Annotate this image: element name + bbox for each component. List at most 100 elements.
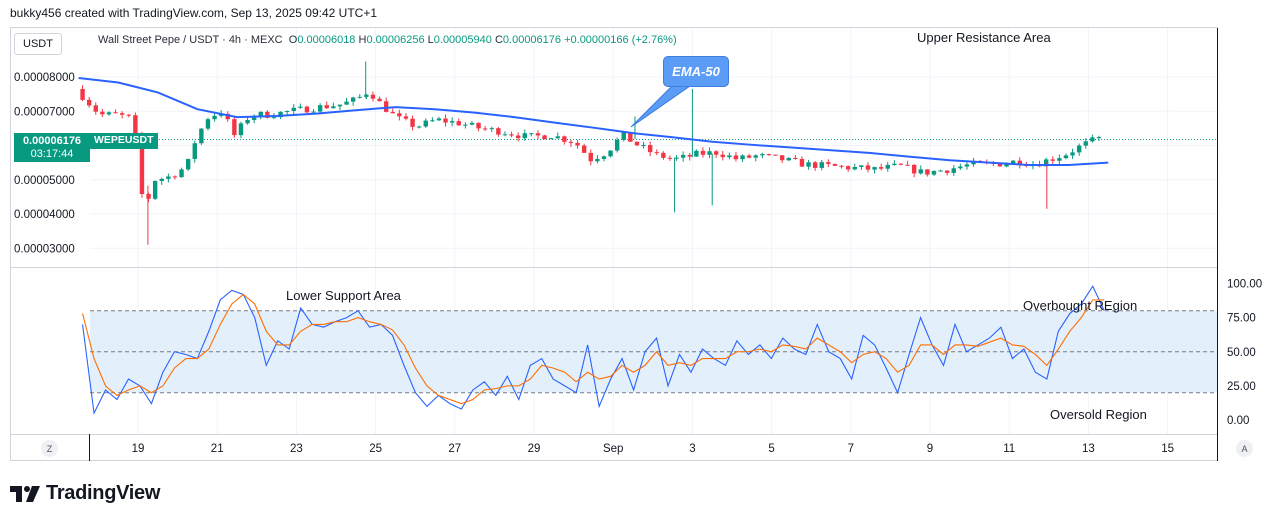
candle-body (344, 101, 349, 105)
candle-body (964, 164, 970, 167)
candle-body (581, 145, 587, 153)
candle-body (449, 121, 455, 123)
candle-body (1057, 158, 1062, 161)
candle-body (192, 143, 197, 159)
candle-body (416, 126, 422, 128)
candle-body (350, 97, 356, 102)
price-tick-label: 0.00004000 (14, 209, 75, 221)
candle-body (555, 136, 560, 139)
candle-body (515, 135, 521, 139)
candle-body (925, 169, 930, 175)
candle-body (113, 112, 118, 114)
candle-body (133, 115, 138, 136)
candle-body (766, 154, 772, 156)
candle-body (654, 152, 659, 154)
candle-body (667, 157, 673, 159)
low-label: L (427, 34, 434, 46)
candle-body (707, 151, 712, 155)
candle-body (529, 133, 534, 135)
candle-body (826, 162, 831, 164)
candle-body (1043, 159, 1049, 167)
stoch-tick-label: 25.00 (1227, 381, 1256, 393)
candle-body (852, 166, 857, 170)
current-price-tag: 0.00006176 03:17:44 (14, 133, 90, 162)
candle-body (456, 121, 461, 126)
symbol-tag: WEPEUSDT (90, 133, 158, 149)
candle-body (152, 181, 158, 199)
candle-body (86, 99, 92, 106)
candle-body (779, 155, 785, 161)
candle-body (614, 139, 620, 151)
candle-body (812, 162, 818, 168)
candle-body (317, 105, 323, 112)
candle-body (575, 142, 580, 146)
candle-body (93, 105, 98, 112)
candle-body (687, 154, 692, 157)
candle-body (727, 155, 732, 158)
candle-body (80, 88, 85, 100)
candle-body (489, 128, 494, 130)
stoch-tick-label: 0.00 (1227, 415, 1249, 427)
candle-body (694, 150, 699, 157)
candle-body (119, 113, 125, 115)
candle-body (278, 111, 283, 118)
time-tick-label: 19 (132, 443, 145, 455)
candle-countdown: 03:17:44 (30, 148, 74, 160)
candle-body (1083, 141, 1088, 146)
stoch-tick-label: 75.00 (1227, 313, 1256, 325)
candle-body (595, 158, 600, 162)
candle-body (1017, 160, 1022, 165)
price-tick-label: 0.00005000 (14, 175, 75, 187)
candle-body (931, 170, 937, 175)
candle-body (1010, 160, 1016, 164)
candle-body (628, 132, 633, 142)
time-tick-label: 9 (927, 443, 933, 455)
candle-body (331, 106, 336, 109)
candle-body (839, 165, 844, 167)
candle-body (311, 111, 316, 113)
candle-body (588, 152, 593, 162)
candle-body (139, 135, 145, 195)
candle-body (1004, 163, 1009, 167)
currency-badge[interactable]: USDT (14, 33, 62, 55)
open-value: 0.00006018 (297, 34, 356, 46)
candle-body (944, 170, 950, 173)
candle-body (905, 164, 910, 166)
candle-body (403, 116, 409, 119)
candle-body (225, 113, 230, 120)
time-tick-label: 13 (1082, 443, 1095, 455)
candle-body (865, 165, 871, 170)
candle-body (146, 194, 151, 199)
candle-body (100, 111, 105, 115)
candle-body (238, 123, 244, 136)
time-tick-label: 27 (448, 443, 461, 455)
candle-body (298, 106, 303, 108)
candle-body (172, 176, 178, 178)
candle-body (878, 167, 884, 169)
time-tick-label: 23 (290, 443, 303, 455)
candle-body (271, 117, 277, 119)
tradingview-logo-text: TradingView (46, 482, 161, 504)
candle-body (502, 134, 508, 136)
zoom-button[interactable]: Z (41, 440, 58, 457)
candle-body (958, 166, 963, 169)
candle-body (284, 111, 290, 113)
candle-body (390, 111, 395, 114)
candle-body (496, 128, 501, 135)
candle-body (786, 157, 791, 161)
candle-body (469, 122, 475, 125)
candle-body (562, 136, 567, 142)
close-value: 0.00006176 (502, 34, 562, 46)
auto-scale-button[interactable]: A (1236, 440, 1253, 457)
time-tick-label: 21 (211, 443, 224, 455)
candle-body (661, 152, 666, 158)
ema-50-line (78, 77, 1109, 167)
tradingview-logo[interactable]: TradingView (10, 482, 160, 505)
candle-body (179, 169, 184, 178)
candle-body (106, 112, 112, 115)
candle-body (377, 98, 382, 102)
candle-body (832, 163, 838, 166)
candle-body (713, 151, 719, 155)
candle-body (859, 165, 864, 167)
